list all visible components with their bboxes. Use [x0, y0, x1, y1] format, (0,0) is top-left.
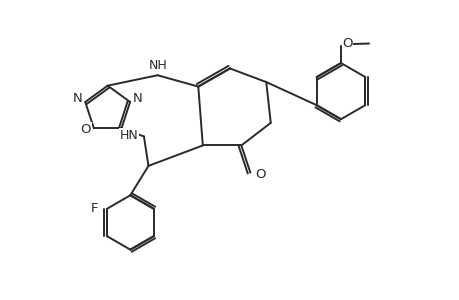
Text: O: O: [342, 37, 352, 50]
Text: N: N: [73, 92, 82, 105]
Text: O: O: [80, 123, 91, 136]
Text: NH: NH: [149, 59, 168, 72]
Text: O: O: [255, 168, 265, 181]
Text: F: F: [90, 202, 98, 215]
Text: HN: HN: [120, 129, 139, 142]
Text: N: N: [133, 92, 142, 105]
